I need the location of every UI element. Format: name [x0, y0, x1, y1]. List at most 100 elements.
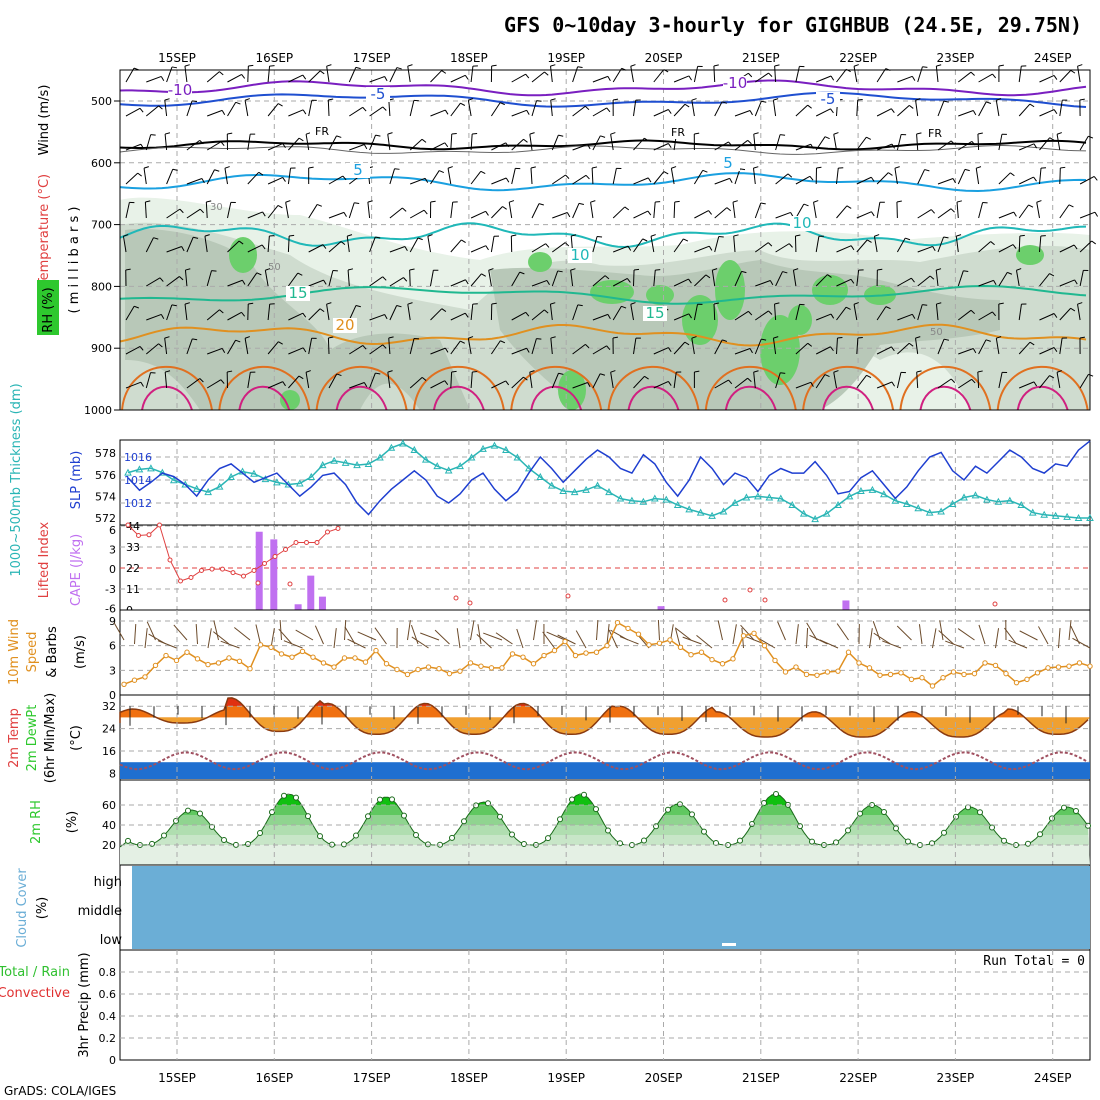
wind-barb-feather	[647, 177, 652, 183]
wind-barb-feather	[780, 134, 786, 136]
wind-barb-feather	[684, 103, 690, 108]
rh2m-band	[120, 825, 1090, 835]
wind-barb	[592, 75, 609, 83]
wind-barb	[1039, 375, 1050, 389]
wind-barb-feather	[172, 168, 178, 171]
rh2m-point	[281, 792, 287, 799]
wind-barb-feather	[1053, 347, 1058, 352]
wind-barb-feather	[199, 208, 205, 214]
wind10-speed-line-point	[404, 671, 411, 678]
rh-high-patch	[812, 275, 848, 305]
contour-label: -5	[821, 90, 836, 108]
wind-barb	[531, 309, 545, 321]
wind-barb	[389, 168, 396, 185]
wind10-speed-line-point	[278, 651, 285, 657]
wind-barb	[227, 339, 237, 355]
wind-barb-feather	[683, 238, 689, 242]
lifted-point	[199, 568, 204, 573]
rh2m-point	[257, 830, 263, 837]
wind-barb-feather	[803, 203, 809, 207]
wind10-barb	[173, 624, 188, 641]
wind-barb	[287, 235, 290, 253]
wind10-tick-label: 3	[109, 664, 116, 677]
wind-barb-feather	[235, 339, 241, 343]
wind-barb	[977, 371, 980, 389]
wind-barb	[288, 109, 304, 117]
contour-30	[822, 385, 875, 411]
wind-barb-feather	[558, 372, 564, 375]
lifted-tick-label: 6	[109, 524, 116, 537]
wind-barb	[1059, 100, 1063, 117]
wind-barb	[998, 372, 1003, 389]
wind-barb	[186, 338, 193, 355]
wind-barb	[694, 210, 709, 219]
wind-barb-feather	[150, 134, 156, 136]
wind-barb	[326, 66, 330, 83]
minmax-label: (6hr Min/Max)	[43, 693, 58, 783]
wind-barb	[693, 66, 699, 83]
wind-barb	[734, 139, 749, 151]
wind-barb-feather	[606, 345, 611, 350]
wind-barb-feather	[404, 246, 408, 252]
thickness-line-point	[731, 498, 739, 506]
upper-air-grid	[120, 70, 1090, 410]
wind-barb	[409, 100, 415, 117]
contour-label: FR	[671, 126, 685, 139]
wind-barb-feather	[870, 176, 875, 182]
wind-barb-feather	[278, 341, 283, 345]
contour-label: 5	[723, 154, 733, 172]
thickness-tick-label: 572	[95, 512, 116, 525]
wind10-speed-line-point	[215, 660, 222, 666]
wind-barb-feather	[708, 210, 712, 215]
wind10-speed-line-point	[761, 642, 768, 649]
wind-barb-feather	[667, 109, 672, 114]
wind10-barb	[255, 624, 261, 645]
wind-barb-feather	[578, 202, 584, 206]
wind10-barb	[896, 625, 912, 641]
wind-barb-feather	[491, 302, 497, 305]
wind-barb	[995, 338, 1000, 355]
wind-barb	[1018, 103, 1031, 117]
wind-barb-feather	[977, 132, 983, 135]
wind-barb	[1079, 374, 1089, 389]
thickness-line-point	[227, 472, 235, 480]
wind10-barb	[477, 624, 482, 645]
wind-barb	[470, 170, 482, 185]
rh2m-point	[401, 812, 407, 819]
wind-barb-feather	[214, 169, 220, 172]
wind10-speed-line-point	[635, 631, 642, 637]
lifted-point	[272, 554, 278, 559]
cape-tick-label: 33	[126, 541, 140, 554]
rh-label: 50	[930, 327, 943, 338]
thickness-line-point	[868, 485, 877, 493]
wind-barb-feather	[972, 348, 977, 354]
lifted-point	[188, 575, 194, 580]
wind-barb-feather	[604, 275, 610, 280]
wind-barb-feather	[748, 311, 753, 316]
wind-barb-feather	[627, 245, 632, 251]
lifted-point	[157, 522, 162, 528]
wind-barb	[227, 311, 242, 321]
wind-barb	[937, 338, 945, 355]
wind-barb	[1019, 381, 1035, 389]
wind-barb-feather	[326, 302, 332, 305]
wind-barb-feather	[519, 271, 525, 275]
wind-barb	[267, 143, 283, 151]
wind-barb-feather	[550, 336, 556, 339]
wind-barb	[244, 338, 249, 355]
wind-barb-feather	[1074, 279, 1078, 285]
wind-barb-feather	[297, 272, 303, 276]
wind-barb	[734, 348, 751, 355]
wind-barb-feather	[546, 280, 550, 286]
wind-barb	[998, 134, 1003, 151]
wind-barb	[734, 377, 748, 389]
wind-barb	[388, 100, 391, 117]
wind-barb	[287, 168, 292, 185]
wind-barb-feather	[1088, 373, 1094, 377]
thickness-line-point	[834, 500, 842, 509]
wind-barb	[734, 271, 742, 287]
wind-barb	[308, 244, 324, 253]
wind10-barb	[978, 624, 986, 645]
date-label-top: 21SEP	[742, 51, 780, 65]
contour-25	[607, 365, 700, 411]
